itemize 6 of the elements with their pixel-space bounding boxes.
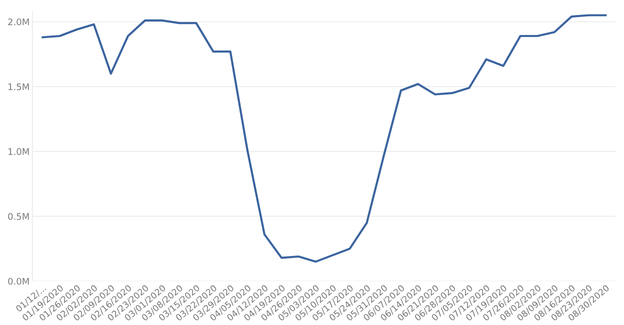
y-tick-label: 1.0M: [8, 148, 29, 155]
line-series: [42, 14, 607, 263]
y-tick-label: 2.0M: [8, 18, 29, 26]
y-tick-label: 0.0M: [8, 278, 29, 285]
y-tick-label: 0.5M: [8, 213, 29, 220]
y-tick-label: 1.5M: [8, 83, 29, 90]
